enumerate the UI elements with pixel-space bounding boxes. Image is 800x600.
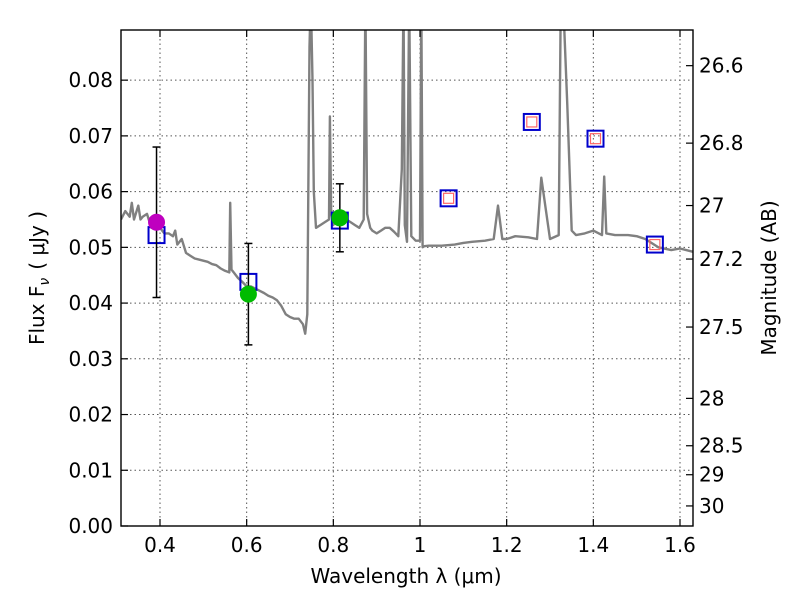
y-tick-label: 0.00	[68, 514, 113, 538]
y-tick-label: 0.03	[68, 347, 113, 371]
model-square-marker	[439, 189, 458, 208]
x-tick-label: 0.6	[231, 533, 263, 557]
x-axis: 0.4 0.6 0.8 1 1.2 1.4 1.6	[144, 30, 696, 557]
observed-flux-point	[148, 213, 166, 231]
y-axis-label-main: Flux F	[25, 286, 49, 345]
y-tick-label: 0.01	[68, 458, 113, 482]
x-tick-label: 0.4	[144, 533, 176, 557]
right-tick-label: 30	[699, 494, 724, 518]
x-tick-label: 1.4	[577, 533, 609, 557]
right-tick-label: 27.2	[699, 247, 744, 271]
plot-area	[121, 30, 693, 346]
right-tick-label: 26.8	[699, 131, 744, 155]
upper-limit-marker	[649, 238, 661, 251]
y-tick-label: 0.07	[68, 124, 113, 148]
y-axis-label-group: Flux Fν ( μJy )	[25, 211, 53, 345]
right-tick-label: 26.6	[699, 54, 744, 78]
right-tick-label: 28.5	[699, 434, 744, 458]
y-tick-label: 0.02	[68, 403, 113, 427]
x-tick-label: 1.2	[491, 533, 523, 557]
observed-flux-point	[331, 209, 349, 227]
upper-limit-marker	[526, 116, 538, 128]
x-axis-label: Wavelength λ (μm)	[310, 564, 501, 588]
model-square-marker	[522, 112, 541, 131]
right-axis-label: Magnitude (AB)	[757, 200, 781, 355]
y-axis-label-unit: ( μJy )	[25, 211, 49, 270]
y-axis: 0.00 0.01 0.02 0.03 0.04 0.05 0.06 0.07 0.08	[68, 68, 128, 538]
observed-flux-point	[239, 285, 257, 303]
right-magnitude-axis: 26.6 26.8 27 27.2 27.5 28 28.5 29 30	[686, 54, 744, 518]
model-square-marker	[586, 129, 605, 148]
upper-limit-marker	[443, 192, 455, 204]
right-tick-label: 28	[699, 386, 724, 410]
plot-frame	[120, 29, 694, 527]
right-tick-label: 27.5	[699, 315, 744, 339]
y-tick-label: 0.05	[68, 235, 113, 259]
y-tick-label: 0.06	[68, 180, 113, 204]
x-tick-label: 0.8	[317, 533, 349, 557]
x-tick-label: 1.6	[664, 533, 696, 557]
markers	[147, 112, 664, 346]
y-axis-label-subscript: ν	[37, 278, 53, 286]
y-tick-label: 0.04	[68, 291, 113, 315]
model-square-marker	[645, 235, 664, 254]
x-tick-label: 1	[414, 533, 427, 557]
right-tick-label: 29	[699, 463, 724, 487]
y-tick-label: 0.08	[68, 68, 113, 92]
y-axis-label: Flux Fν ( μJy )	[25, 211, 53, 345]
right-tick-label: 27	[699, 194, 724, 218]
upper-limit-marker	[589, 133, 602, 145]
